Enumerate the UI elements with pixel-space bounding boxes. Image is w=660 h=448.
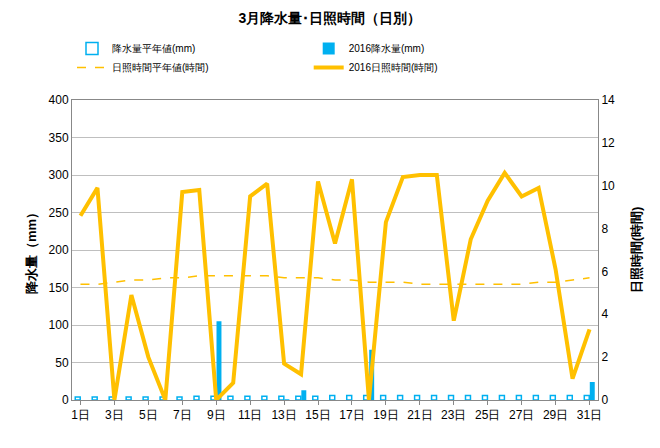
svg-text:13日: 13日 xyxy=(271,408,296,422)
svg-text:150: 150 xyxy=(49,281,69,295)
svg-text:31日: 31日 xyxy=(577,408,602,422)
svg-text:0: 0 xyxy=(601,393,608,407)
svg-text:17日: 17日 xyxy=(339,408,364,422)
svg-text:11日: 11日 xyxy=(238,408,262,422)
svg-text:6: 6 xyxy=(601,265,608,279)
svg-text:0: 0 xyxy=(62,393,69,407)
svg-text:日照時間(時間): 日照時間(時間) xyxy=(629,207,644,294)
svg-text:350: 350 xyxy=(49,131,69,145)
svg-text:12: 12 xyxy=(601,136,615,150)
svg-text:14: 14 xyxy=(601,93,615,107)
svg-text:300: 300 xyxy=(49,168,69,182)
svg-text:23日: 23日 xyxy=(441,408,466,422)
svg-text:29日: 29日 xyxy=(543,408,568,422)
svg-text:2016降水量(mm): 2016降水量(mm) xyxy=(349,43,425,54)
svg-text:降水量平年値(mm): 降水量平年値(mm) xyxy=(112,43,195,54)
svg-text:7日: 7日 xyxy=(173,408,192,422)
svg-text:50: 50 xyxy=(55,356,69,370)
svg-text:100: 100 xyxy=(49,318,69,332)
svg-text:降水量（mm）: 降水量（mm） xyxy=(24,206,39,294)
svg-text:3日: 3日 xyxy=(105,408,124,422)
svg-text:8: 8 xyxy=(601,222,608,236)
svg-text:200: 200 xyxy=(49,243,69,257)
svg-text:21日: 21日 xyxy=(407,408,432,422)
svg-text:25日: 25日 xyxy=(475,408,500,422)
svg-text:10: 10 xyxy=(601,179,615,193)
svg-text:4: 4 xyxy=(601,307,608,321)
svg-text:3月降水量･日照時間（日別）: 3月降水量･日照時間（日別） xyxy=(239,10,422,26)
svg-text:5日: 5日 xyxy=(139,408,158,422)
svg-text:15日: 15日 xyxy=(305,408,330,422)
svg-text:1日: 1日 xyxy=(71,408,90,422)
svg-text:2016日照時間(時間): 2016日照時間(時間) xyxy=(349,62,438,73)
svg-text:250: 250 xyxy=(49,206,69,220)
svg-text:19日: 19日 xyxy=(373,408,398,422)
svg-text:9日: 9日 xyxy=(207,408,226,422)
svg-text:400: 400 xyxy=(49,93,69,107)
svg-text:2: 2 xyxy=(601,350,608,364)
svg-text:日照時間平年値(時間): 日照時間平年値(時間) xyxy=(112,62,209,73)
svg-text:27日: 27日 xyxy=(509,408,534,422)
